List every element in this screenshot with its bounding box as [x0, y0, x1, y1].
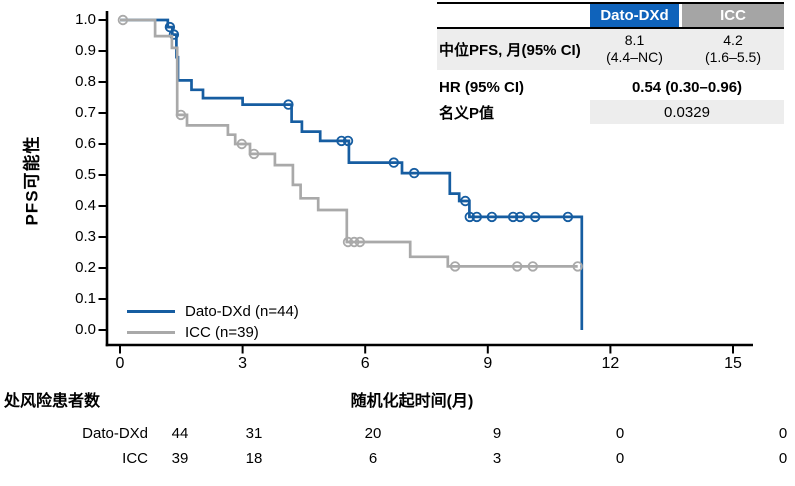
- at-risk-count: 18: [245, 450, 263, 467]
- median-pfs-icc-value: 4.2 (1.6–5.5): [682, 32, 784, 66]
- y-tick-label: 0.6: [75, 135, 96, 152]
- at-risk-count: 31: [245, 425, 263, 442]
- censor-mark-icc: [248, 148, 260, 160]
- legend-item-dato: Dato-DXd (n=44): [127, 301, 299, 322]
- stats-header-dato: Dato-DXd: [590, 4, 679, 27]
- censor-mark-dato: [514, 211, 526, 223]
- stats-row-median-pfs: 中位PFS, 月(95% CI) 8.1 (4.4–NC) 4.2 (1.6–5…: [437, 29, 784, 70]
- censor-mark-dato: [530, 211, 541, 223]
- y-axis-title: PFS可能性: [22, 135, 42, 226]
- median-icc-ci: (1.6–5.5): [704, 49, 762, 65]
- censor-mark-icc: [572, 261, 583, 272]
- median-icc-estimate: 4.2: [723, 32, 743, 48]
- y-tick-label: 0.2: [75, 259, 96, 276]
- stats-row-hr: HR (95% CI) 0.54 (0.30–0.96): [437, 77, 784, 98]
- censor-mark-icc: [236, 138, 248, 150]
- y-tick-label: 0.5: [75, 166, 96, 183]
- y-tick-label: 0.7: [75, 104, 96, 121]
- y-tick-label: 0.3: [75, 228, 96, 245]
- censor-mark-dato: [409, 167, 420, 179]
- x-tick-label: 0: [115, 355, 125, 372]
- y-tick-label: 0.4: [75, 197, 96, 214]
- median-pfs-dato-value: 8.1 (4.4–NC): [590, 32, 679, 66]
- hr-value: 0.54 (0.30–0.96): [631, 79, 743, 96]
- x-tick-label: 9: [483, 355, 493, 372]
- censor-mark-icc: [354, 236, 366, 248]
- censor-mark-dato: [283, 99, 294, 110]
- x-tick-label: 15: [724, 355, 742, 372]
- y-tick-label: 1.0: [75, 11, 96, 28]
- censor-mark-dato: [486, 211, 498, 223]
- median-dato-estimate: 8.1: [624, 32, 645, 48]
- x-tick-label: 6: [360, 355, 370, 372]
- at-risk-count: 3: [492, 450, 502, 467]
- y-tick-label: 0.9: [75, 42, 96, 59]
- legend-item-icc: ICC (n=39): [127, 322, 299, 343]
- median-dato-ci: (4.4–NC): [606, 49, 663, 65]
- at-risk-count: 6: [368, 450, 378, 467]
- at-risk-count: 0: [778, 450, 788, 467]
- at-risk-count: 39: [171, 450, 189, 467]
- censor-mark-dato: [460, 195, 471, 207]
- legend-label-dato: Dato-DXd (n=44): [185, 303, 299, 320]
- legend: Dato-DXd (n=44) ICC (n=39): [127, 301, 299, 343]
- icc-line-swatch: [127, 331, 175, 334]
- at-risk-header: 处风险患者数: [4, 393, 101, 410]
- at-risk-count: 20: [364, 425, 382, 442]
- median-pfs-label: 中位PFS, 月(95% CI): [439, 41, 581, 59]
- stats-table: Dato-DXd ICC 中位PFS, 月(95% CI) 8.1 (4.4–N…: [437, 2, 784, 124]
- x-axis-title: 随机化起时间(月): [350, 393, 474, 410]
- at-risk-count: 0: [778, 425, 788, 442]
- censor-mark-icc: [342, 236, 354, 248]
- x-tick-label: 12: [601, 355, 620, 372]
- at-risk-row-label-icc: ICC: [122, 450, 148, 467]
- at-risk-count: 0: [615, 425, 625, 442]
- km-curve-dato-dxd: [120, 18, 584, 330]
- censor-mark-dato: [336, 135, 347, 147]
- censor-mark-icc: [175, 109, 187, 121]
- at-risk-count: 9: [492, 425, 502, 442]
- km-curve-icc: [120, 18, 578, 268]
- censor-mark-dato: [471, 211, 483, 223]
- censor-mark-dato: [388, 157, 400, 168]
- dato-line-swatch: [127, 310, 175, 313]
- censor-mark-icc: [512, 261, 523, 272]
- y-tick-label: 0.8: [75, 73, 96, 90]
- censor-mark-icc: [117, 14, 129, 26]
- at-risk-count: 0: [615, 450, 625, 467]
- stats-row-pvalue: 名义P值 0.0329: [437, 100, 784, 124]
- censor-mark-dato: [342, 135, 354, 147]
- stats-table-header: Dato-DXd ICC: [437, 4, 784, 29]
- censor-mark-dato: [168, 29, 180, 40]
- censor-mark-icc: [449, 261, 461, 272]
- legend-label-icc: ICC (n=39): [185, 324, 259, 341]
- y-tick-label: 0.1: [75, 290, 96, 307]
- censor-mark-dato: [507, 211, 519, 223]
- p-value: 0.0329: [590, 100, 784, 124]
- censor-mark-icc: [349, 236, 360, 248]
- censor-mark-icc: [527, 261, 539, 272]
- hr-label: HR (95% CI): [439, 79, 525, 96]
- at-risk-row-label-dato: Dato-DXd: [82, 425, 148, 442]
- at-risk-count: 44: [171, 425, 189, 442]
- censor-mark-dato: [464, 211, 476, 223]
- x-tick-label: 3: [238, 355, 248, 372]
- stats-header-icc: ICC: [682, 4, 784, 27]
- y-tick-label: 0.0: [75, 321, 96, 338]
- p-value-label: 名义P值: [439, 104, 495, 122]
- censor-mark-dato: [562, 211, 574, 223]
